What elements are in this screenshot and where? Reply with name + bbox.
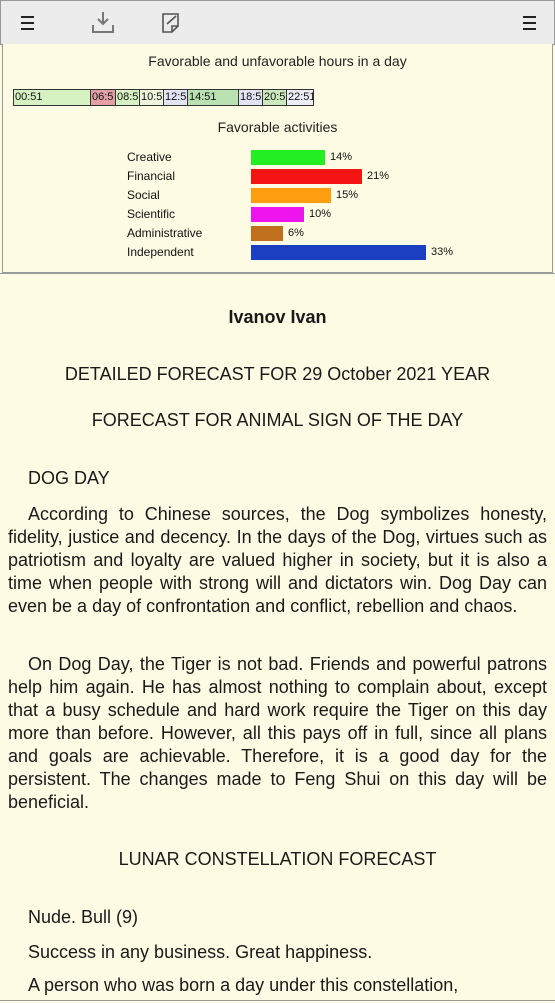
- activity-percent: 10%: [309, 208, 332, 220]
- hour-segment: 10:5: [139, 89, 164, 106]
- right-menu-button[interactable]: [515, 9, 543, 37]
- download-icon: [92, 12, 114, 33]
- activity-row: Creative 14%: [127, 148, 547, 166]
- activity-bar: [251, 207, 304, 222]
- hour-segment: 08:5: [115, 89, 140, 106]
- hour-segment: 00:51: [13, 89, 91, 106]
- hour-segment: 06:5: [90, 89, 116, 106]
- activity-label: Creative: [127, 150, 172, 164]
- person-name: Ivanov Ivan: [228, 307, 327, 327]
- hamburger-menu-icon: [20, 16, 34, 18]
- hamburger-line: [522, 22, 536, 24]
- bottom-divider: [0, 1000, 555, 1001]
- activity-bar: [251, 226, 283, 241]
- hamburger-line: [20, 22, 34, 24]
- hamburger-line: [522, 28, 536, 30]
- activity-row: Financial 21%: [127, 167, 547, 185]
- activity-bar: [251, 245, 426, 260]
- forecast-content: Ivanov Ivan DETAILED FORECAST FOR 29 Oct…: [0, 273, 555, 1002]
- activities-title: Favorable activities: [217, 119, 338, 135]
- activity-row: Independent 33%: [127, 243, 547, 261]
- constellation-description: A person who was born a day under this c…: [28, 975, 459, 995]
- left-menu-button[interactable]: [13, 9, 41, 37]
- hour-segment: 18:5: [238, 89, 263, 106]
- activity-label: Administrative: [127, 226, 203, 240]
- hours-panel: Favorable and unfavorable hours in a day…: [2, 44, 553, 273]
- activity-row: Scientific 10%: [127, 205, 547, 223]
- hour-segment: 14:51: [187, 89, 239, 106]
- activity-label: Financial: [127, 169, 176, 183]
- constellation-name: Nude. Bull (9): [28, 907, 139, 927]
- top-toolbar: [0, 0, 555, 45]
- animal-sign-title: FORECAST FOR ANIMAL SIGN OF THE DAY: [91, 410, 464, 430]
- activity-row: Administrative 6%: [127, 224, 547, 242]
- activity-row: Social 15%: [127, 186, 547, 204]
- hamburger-menu-icon: [522, 16, 536, 18]
- lunar-constellation-title: LUNAR CONSTELLATION FORECAST: [118, 849, 437, 869]
- activity-label: Social: [127, 188, 160, 202]
- constellation-summary: Success in any business. Great happiness…: [28, 942, 373, 962]
- hour-segment: 22:51: [286, 89, 314, 106]
- activity-bar: [251, 169, 362, 184]
- hours-title: Favorable and unfavorable hours in a day: [148, 53, 407, 69]
- tiger-forecast: On Dog Day, the Tiger is not bad. Friend…: [8, 654, 547, 812]
- activity-label: Scientific: [127, 207, 176, 221]
- dog-day-description: According to Chinese sources, the Dog sy…: [8, 504, 547, 616]
- download-button[interactable]: [89, 9, 117, 37]
- forecast-title: DETAILED FORECAST FOR 29 October 2021 YE…: [64, 364, 491, 384]
- hours-timeline: 00:51 06:5 08:5 10:5 12:5 14:51 18:5 20:5 22:51: [13, 89, 314, 106]
- hamburger-line: [20, 28, 34, 30]
- edit-note-button[interactable]: [157, 9, 185, 37]
- activity-bar: [251, 150, 325, 165]
- activity-bar: [251, 188, 331, 203]
- hour-segment: 12:5: [163, 89, 188, 106]
- day-title: DOG DAY: [28, 468, 110, 488]
- edit-note-icon: [162, 13, 179, 33]
- activity-percent: 6%: [288, 227, 304, 239]
- activity-percent: 21%: [367, 170, 390, 182]
- activity-percent: 14%: [330, 151, 353, 163]
- activity-label: Independent: [127, 245, 194, 259]
- hour-segment: 20:5: [262, 89, 287, 106]
- activity-percent: 15%: [336, 189, 359, 201]
- activity-percent: 33%: [431, 246, 454, 258]
